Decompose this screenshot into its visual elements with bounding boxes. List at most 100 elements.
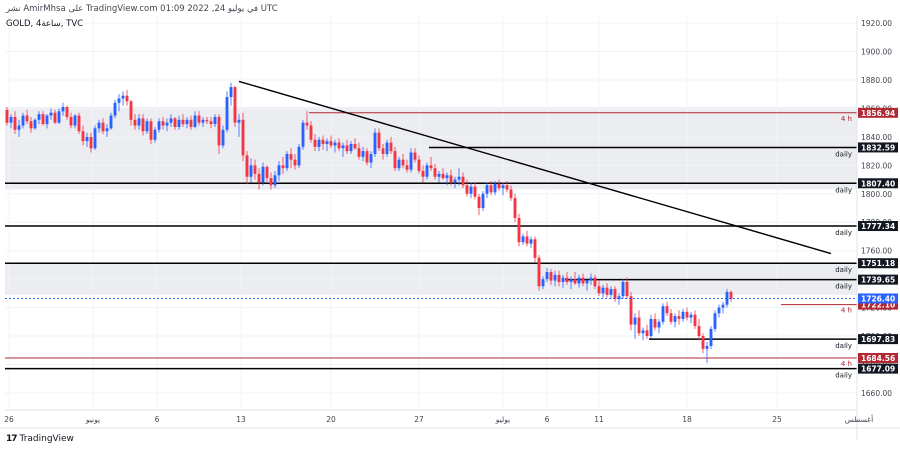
level-price-tag[interactable] — [858, 299, 898, 310]
level-price-tag[interactable] — [858, 258, 898, 269]
level-price-tag[interactable] — [858, 107, 898, 118]
candle — [145, 118, 149, 135]
candle — [537, 254, 541, 291]
candle — [533, 236, 537, 263]
level-price-tag[interactable] — [858, 334, 898, 345]
candle-body — [393, 151, 397, 169]
tradingview-logo[interactable]: 17 TradingView — [6, 434, 74, 444]
candle — [397, 156, 401, 172]
level-price-text: 1832.59 — [861, 143, 895, 152]
candle-body — [245, 155, 249, 177]
candle-body — [385, 142, 389, 154]
candle — [565, 272, 569, 285]
candle — [573, 272, 577, 285]
candle — [133, 114, 137, 130]
candle-body — [189, 119, 193, 127]
candle — [89, 132, 93, 153]
level-price-tag[interactable] — [858, 352, 898, 363]
level-price-tag[interactable] — [858, 178, 898, 189]
candle-body — [117, 98, 121, 103]
level-price-tag[interactable] — [858, 221, 898, 232]
candle-body — [217, 116, 221, 146]
candle — [417, 155, 421, 174]
timeframe-label: daily — [835, 266, 852, 274]
candle-body — [265, 166, 269, 179]
candle-body — [585, 280, 589, 284]
candle — [45, 114, 49, 129]
candle — [477, 193, 481, 216]
candle-body — [421, 171, 425, 177]
candle — [673, 313, 677, 328]
candle-body — [357, 148, 361, 157]
candle — [601, 284, 605, 298]
candle-body — [57, 111, 61, 123]
candle-body — [533, 239, 537, 258]
candle — [21, 112, 25, 129]
candle — [445, 172, 449, 186]
candle-body — [657, 321, 661, 328]
candle — [645, 324, 649, 339]
time-tick-label: يونيو — [85, 415, 100, 424]
candle-body — [41, 114, 45, 125]
candle-body — [105, 128, 109, 132]
candle — [69, 112, 73, 129]
candle-body — [489, 185, 493, 193]
candle-body — [181, 119, 185, 125]
current-price-tag[interactable] — [858, 293, 898, 304]
candle-body — [201, 119, 205, 123]
level-price-tag[interactable] — [858, 142, 898, 153]
candle-body — [209, 121, 213, 125]
candle — [585, 277, 589, 291]
candle — [193, 111, 197, 129]
candle — [621, 279, 625, 300]
candle-body — [521, 236, 525, 243]
candle-body — [701, 336, 705, 349]
candle-body — [237, 119, 241, 123]
candle-body — [233, 87, 237, 123]
candle-body — [429, 165, 433, 169]
candle — [513, 193, 517, 223]
candle-body — [325, 141, 329, 145]
candle-body — [377, 132, 381, 149]
candle — [553, 270, 557, 287]
level-price-text: 1777.34 — [861, 222, 895, 231]
candle — [701, 333, 705, 354]
candle-body — [225, 97, 229, 130]
candle-body — [129, 101, 133, 120]
candle-body — [277, 165, 281, 176]
tradingview-logo-icon: 17 — [6, 434, 17, 444]
candle-body — [425, 165, 429, 177]
candle — [29, 116, 33, 133]
candle-body — [493, 183, 497, 193]
candle — [189, 115, 193, 130]
candle — [577, 274, 581, 288]
candle-body — [605, 287, 609, 295]
level-price-tag[interactable] — [858, 363, 898, 374]
candle — [525, 230, 529, 247]
candle — [401, 153, 405, 169]
candle-body — [573, 279, 577, 284]
price-tick-label: 1880.00 — [861, 76, 892, 85]
candle-body — [333, 142, 337, 146]
time-tick-label: أغسطس — [845, 414, 873, 424]
candle-body — [461, 176, 465, 186]
candle-body — [341, 145, 345, 149]
price-tick-label: 1760.00 — [861, 247, 892, 256]
candle — [589, 273, 593, 285]
trendline[interactable] — [238, 80, 832, 255]
candle-body — [665, 306, 669, 314]
candle-body — [729, 291, 733, 300]
level-price-text: 1722.10 — [861, 301, 895, 310]
level-price-tag[interactable] — [858, 274, 898, 285]
candle — [205, 116, 209, 125]
candle — [165, 118, 169, 132]
candle-body — [45, 115, 49, 125]
timeframe-label: daily — [835, 229, 852, 237]
candle — [557, 270, 561, 287]
candle — [473, 182, 477, 200]
level-price-text: 1807.40 — [861, 179, 895, 188]
candle-body — [637, 317, 641, 334]
candle-body — [505, 185, 509, 190]
candle-body — [593, 277, 597, 287]
